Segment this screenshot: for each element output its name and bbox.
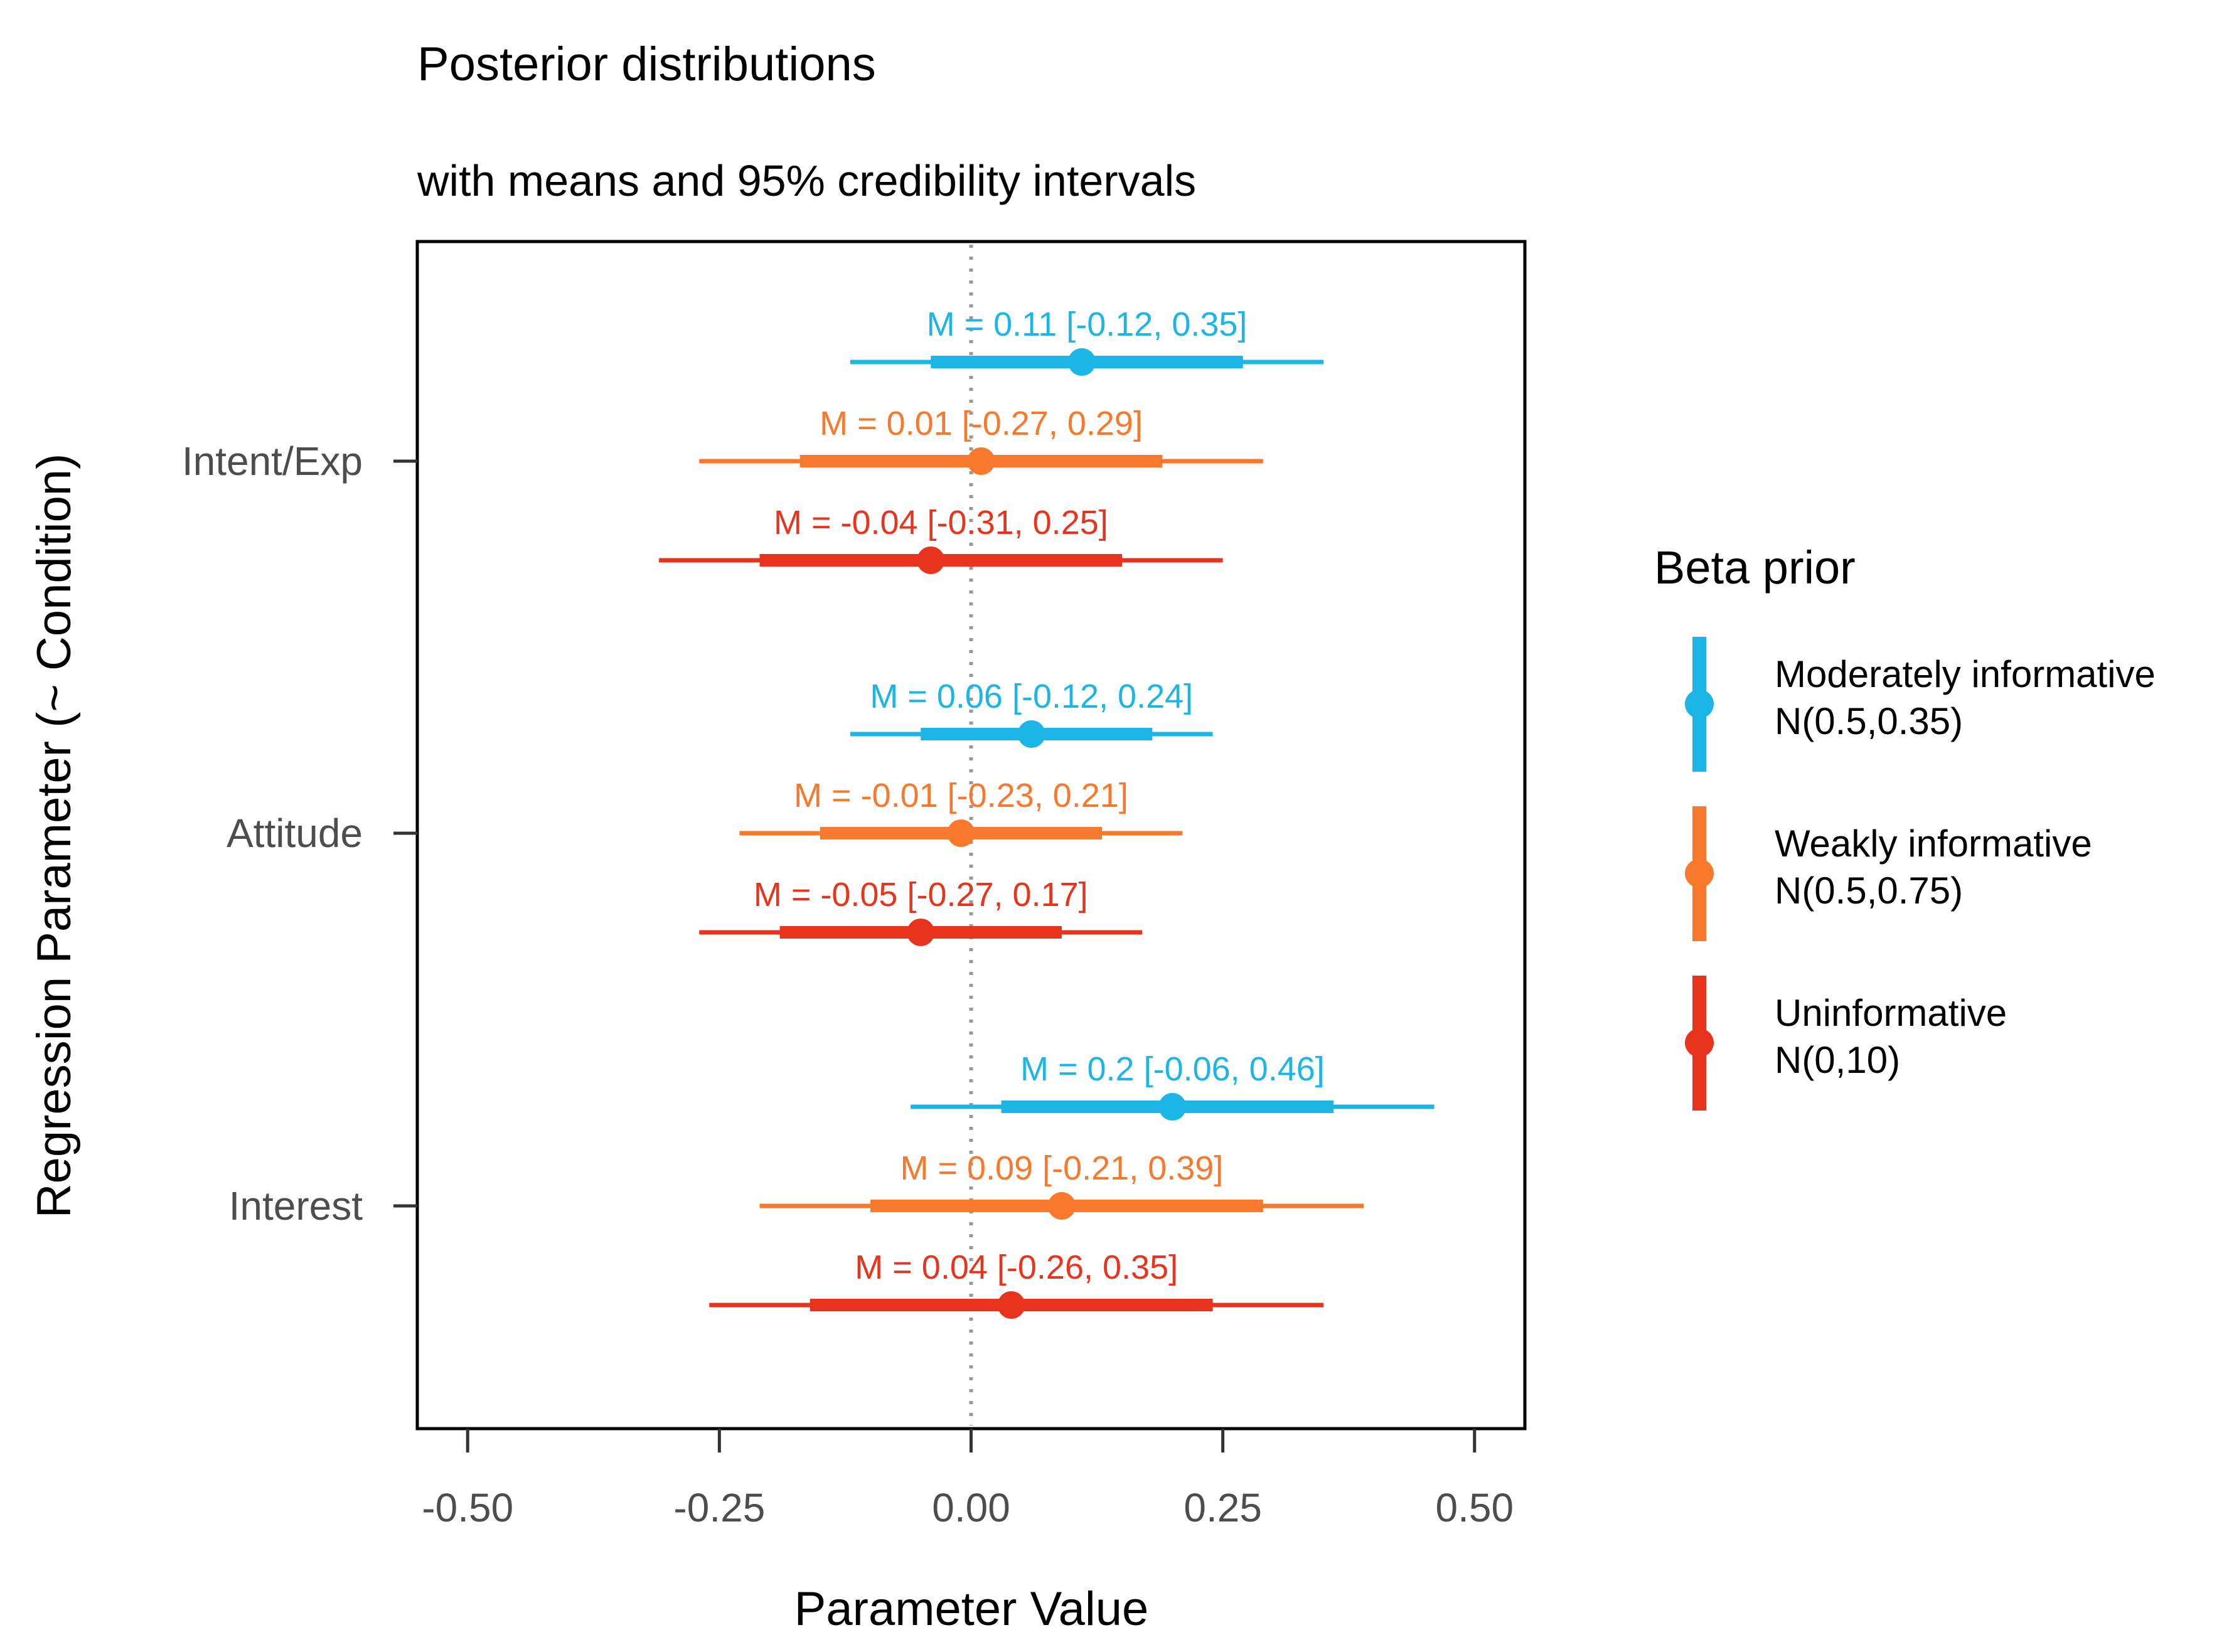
interval-marks: M = 0.11 [-0.12, 0.35] M = 0.06 [-0.12, 0…	[659, 306, 1435, 1319]
legend-sublabel: N(0,10)	[1775, 1039, 1900, 1081]
mean-point	[997, 1291, 1025, 1319]
mean-point	[917, 546, 945, 574]
mean-point	[1068, 348, 1096, 376]
mean-point	[1047, 1192, 1076, 1220]
point-label: M = -0.05 [-0.27, 0.17]	[754, 876, 1088, 914]
point-label: M = -0.04 [-0.31, 0.25]	[774, 504, 1108, 541]
chart-subtitle: with means and 95% credibility intervals	[417, 156, 1196, 205]
mean-point	[1017, 720, 1045, 748]
legend-key-point	[1685, 690, 1714, 718]
legend-sublabel: N(0.5,0.75)	[1775, 870, 1963, 912]
y-axis-title: Regression Parameter (~ Condition)	[28, 454, 81, 1218]
x-tick-label: -0.25	[673, 1485, 765, 1530]
x-tick-label: 0.25	[1184, 1485, 1262, 1530]
point-label: M = 0.06 [-0.12, 0.24]	[870, 678, 1193, 715]
x-tick-label: 0.00	[932, 1485, 1010, 1530]
y-tick-label: Intent/Exp	[182, 439, 363, 484]
legend-key-point	[1685, 1028, 1714, 1057]
mean-point	[1158, 1093, 1187, 1121]
point-label: M = 0.11 [-0.12, 0.35]	[927, 306, 1248, 343]
mean-point	[947, 819, 975, 847]
x-tick-label: 0.50	[1435, 1485, 1514, 1530]
legend-label: Weakly informative	[1775, 823, 2092, 865]
x-axis-title: Parameter Value	[794, 1582, 1149, 1636]
legend-key-point	[1685, 859, 1714, 888]
point-label: M = 0.2 [-0.06, 0.46]	[1020, 1050, 1325, 1088]
legend-sublabel: N(0.5,0.35)	[1775, 700, 1963, 742]
legend-title: Beta prior	[1654, 541, 1856, 594]
legend-label: Uninformative	[1775, 992, 2007, 1034]
point-label: M = 0.04 [-0.26, 0.35]	[855, 1249, 1178, 1286]
point-label: M = 0.01 [-0.27, 0.29]	[820, 405, 1143, 442]
legend: Beta prior Moderately informative N(0.5,0…	[1654, 541, 2156, 1111]
legend-label: Moderately informative	[1775, 653, 2156, 695]
mean-point	[967, 447, 995, 475]
y-axis: Intent/Exp Attitude Interest	[182, 439, 417, 1228]
chart-title: Posterior distributions	[417, 38, 876, 91]
mean-point	[907, 919, 935, 946]
point-label: M = -0.01 [-0.23, 0.21]	[794, 777, 1128, 814]
y-tick-label: Attitude	[227, 811, 363, 856]
x-axis: -0.50 -0.25 0.00 0.25 0.50	[422, 1429, 1514, 1530]
y-tick-label: Interest	[229, 1183, 363, 1228]
point-label: M = 0.09 [-0.21, 0.39]	[900, 1149, 1223, 1187]
x-tick-label: -0.50	[422, 1485, 513, 1530]
